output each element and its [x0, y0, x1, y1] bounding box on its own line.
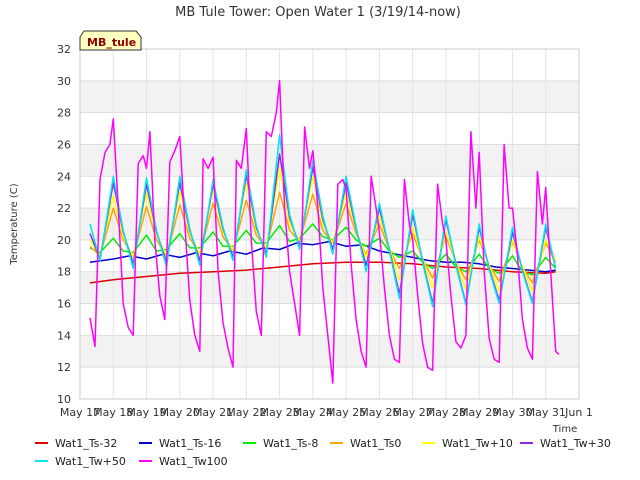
legend-entry: Wat1_Tw+50 [55, 455, 126, 468]
x-tick-label: May 19 [126, 406, 166, 419]
plot-band [80, 80, 579, 113]
x-tick-label: May 31 [526, 406, 566, 419]
y-tick-label: 10 [57, 393, 71, 406]
x-tick-label: May 17 [60, 406, 100, 419]
plot-frame [79, 48, 580, 400]
x-tick-label: May 18 [93, 406, 133, 419]
x-tick-label: May 20 [160, 406, 200, 419]
x-tick-label: May 30 [492, 406, 532, 419]
y-tick-label: 20 [57, 234, 71, 247]
y-tick-label: 22 [57, 202, 71, 215]
series-layer [89, 80, 560, 384]
legend-entry: Wat1_Ts-32 [55, 437, 117, 450]
y-tick-label: 14 [57, 329, 71, 342]
legend-entry: Wat1_Ts0 [350, 437, 401, 450]
y-tick-label: 26 [57, 138, 71, 151]
legend-entry: Wat1_Tw+10 [442, 437, 513, 450]
y-tick-label: 32 [57, 43, 71, 56]
plot-band [80, 208, 579, 240]
x-axis-label: Time [552, 424, 577, 435]
y-tick-label: 24 [57, 170, 71, 183]
y-tick-label: 28 [57, 107, 71, 120]
x-tick-label: May 23 [259, 406, 299, 419]
x-tick-label: May 26 [359, 406, 399, 419]
plot-band [80, 144, 579, 177]
legend-entry: Wat1_Tw+30 [540, 437, 611, 450]
series-line-wat1-tw100 [89, 80, 560, 384]
x-tick-label: May 24 [293, 406, 333, 419]
x-tick-label: May 25 [326, 406, 366, 419]
legend: Wat1_Ts-32 Wat1_Ts-16 Wat1_Ts-8 Wat1_Ts0 Wat… [35, 437, 611, 468]
x-tick-label: May 29 [459, 406, 499, 419]
y-tick-label: 18 [57, 266, 71, 279]
x-tick-label: May 21 [193, 406, 233, 419]
y-tick-label: 12 [57, 361, 71, 374]
legend-entry: Wat1_Tw100 [159, 455, 228, 468]
chart-title: MB Tule Tower: Open Water 1 (3/19/14-now… [175, 5, 461, 20]
station-badge: MB_tule [79, 30, 142, 51]
x-tick-label: May 22 [226, 406, 266, 419]
x-tick-label: May 27 [393, 406, 433, 419]
x-tick-label: May 28 [426, 406, 466, 419]
gridlines [79, 48, 580, 400]
x-tick-label: Jun 1 [564, 406, 593, 419]
series-line-wat1-ts-32 [89, 261, 556, 284]
legend-entry: Wat1_Ts-8 [263, 437, 318, 450]
legend-entry: Wat1_Ts-16 [159, 437, 221, 450]
station-badge-label: MB_tule [87, 36, 136, 49]
y-tick-label: 30 [57, 75, 71, 88]
y-tick-label: 16 [57, 298, 71, 311]
y-tick-labels: 10 12 14 16 18 20 22 24 26 28 30 32 [57, 43, 71, 406]
y-axis-label: Temperature (C) [9, 183, 20, 265]
